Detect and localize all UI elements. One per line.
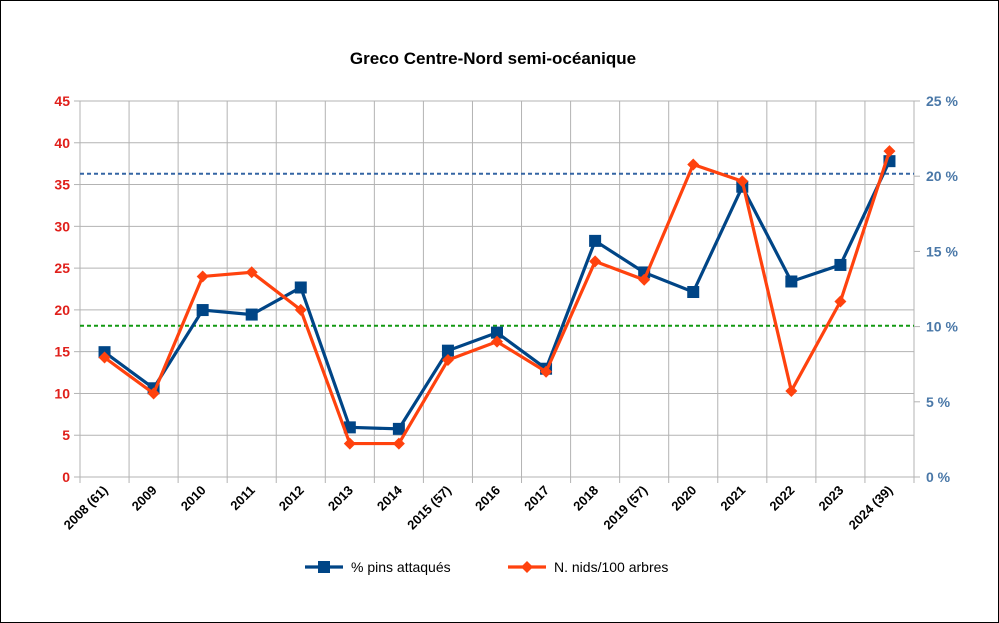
right-tick-label: 10 % bbox=[926, 319, 958, 335]
legend-swatch-marker bbox=[318, 561, 330, 573]
data-point bbox=[196, 270, 209, 283]
data-point bbox=[834, 295, 847, 308]
x-tick-label: 2009 bbox=[129, 483, 160, 514]
legend: % pins attaqués N. nids/100 arbres bbox=[305, 559, 668, 575]
x-axis-ticks: 2008 (61) 2009 2010 2011 2012 2013 2014 2015 (5… bbox=[61, 482, 896, 533]
data-point bbox=[294, 281, 307, 294]
legend-label: % pins attaqués bbox=[351, 559, 451, 575]
left-tick-label: 25 bbox=[54, 260, 70, 276]
data-point bbox=[245, 266, 258, 279]
left-tick-label: 35 bbox=[54, 177, 70, 193]
left-tick-label: 20 bbox=[54, 302, 70, 318]
data-point bbox=[687, 158, 700, 171]
left-tick-label: 0 bbox=[62, 469, 70, 485]
x-tick-label: 2018 bbox=[570, 483, 601, 514]
left-tick-label: 45 bbox=[54, 93, 70, 109]
x-tick-label: 2024 (39) bbox=[846, 483, 896, 533]
x-tick-label: 2010 bbox=[178, 483, 209, 514]
data-point bbox=[343, 421, 356, 434]
x-tick-label: 2008 (61) bbox=[61, 483, 111, 533]
data-point bbox=[589, 234, 602, 247]
series-line bbox=[103, 150, 891, 446]
data-point bbox=[441, 344, 454, 357]
x-tick-label: 2011 bbox=[227, 483, 258, 514]
x-tick-label: 2020 bbox=[668, 483, 699, 514]
chart-title: Greco Centre-Nord semi-océanique bbox=[350, 49, 636, 68]
right-tick-label: 20 % bbox=[926, 168, 958, 184]
data-point bbox=[245, 308, 258, 321]
right-tick-label: 15 % bbox=[926, 243, 958, 259]
legend-swatch-marker bbox=[521, 561, 533, 573]
x-tick-label: 2016 bbox=[472, 483, 503, 514]
data-point bbox=[343, 437, 356, 450]
left-axis-ticks: 0 5 10 15 20 25 30 35 40 45 bbox=[54, 93, 70, 485]
right-tick-label: 0 % bbox=[926, 469, 951, 485]
data-point bbox=[392, 437, 405, 450]
data-point bbox=[294, 303, 307, 316]
series-1 bbox=[98, 145, 896, 450]
axes bbox=[79, 101, 915, 478]
data-point bbox=[687, 286, 700, 299]
right-tick-label: 5 % bbox=[926, 394, 951, 410]
data-point bbox=[491, 335, 503, 348]
data-point bbox=[392, 422, 405, 435]
legend-item: % pins attaqués bbox=[305, 559, 451, 575]
data-point bbox=[883, 145, 896, 158]
x-tick-label: 2023 bbox=[815, 483, 846, 514]
left-tick-label: 30 bbox=[54, 218, 70, 234]
data-point bbox=[441, 354, 454, 367]
data-point bbox=[589, 255, 602, 268]
data-point bbox=[540, 365, 553, 378]
series-0 bbox=[98, 155, 896, 435]
data-point bbox=[638, 273, 651, 286]
x-tick-label: 2019 (57) bbox=[600, 483, 650, 533]
data-point bbox=[785, 384, 798, 397]
right-tick-label: 25 % bbox=[926, 93, 958, 109]
right-axis-ticks: 0 % 5 % 10 % 15 % 20 % 25 % bbox=[926, 93, 958, 485]
x-tick-label: 2015 (57) bbox=[404, 483, 454, 533]
legend-label: N. nids/100 arbres bbox=[554, 559, 668, 575]
data-point bbox=[147, 387, 160, 400]
left-tick-label: 15 bbox=[54, 344, 70, 360]
left-tick-label: 5 bbox=[62, 427, 70, 443]
data-point bbox=[736, 175, 749, 188]
x-tick-label: 2022 bbox=[766, 483, 797, 514]
grid bbox=[74, 100, 920, 483]
x-tick-label: 2013 bbox=[325, 483, 356, 514]
x-tick-label: 2017 bbox=[521, 483, 552, 514]
data-point bbox=[785, 275, 798, 288]
data-point bbox=[491, 326, 503, 339]
left-tick-label: 10 bbox=[54, 385, 70, 401]
data-point bbox=[98, 351, 111, 364]
x-tick-label: 2012 bbox=[276, 483, 307, 514]
data-point bbox=[834, 258, 847, 271]
x-tick-label: 2021 bbox=[717, 483, 748, 514]
x-tick-label: 2014 bbox=[374, 482, 406, 514]
data-point bbox=[196, 304, 209, 317]
series-line bbox=[103, 160, 891, 431]
left-tick-label: 40 bbox=[54, 135, 70, 151]
series-layer bbox=[98, 145, 896, 450]
legend-item: N. nids/100 arbres bbox=[508, 559, 668, 575]
reference-lines bbox=[80, 172, 914, 327]
